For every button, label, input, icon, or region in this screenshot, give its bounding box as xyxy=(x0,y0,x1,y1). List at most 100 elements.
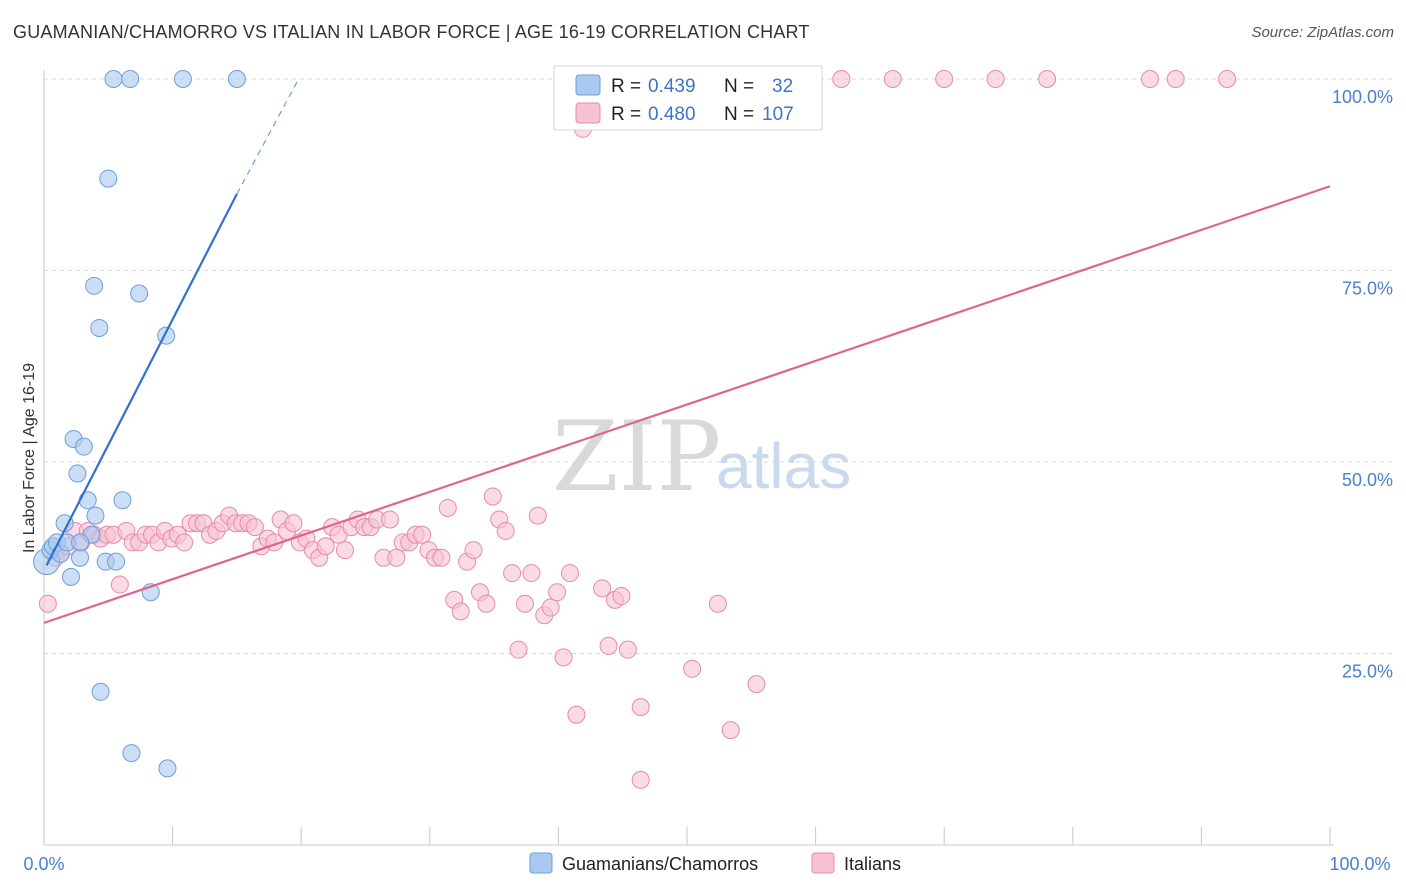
italian-point-75 xyxy=(522,564,541,583)
guamanian-point-9 xyxy=(68,464,87,483)
bottom-legend-label-blue: Guamanians/Chamorros xyxy=(562,854,758,874)
italian-point-106 xyxy=(1218,70,1237,88)
series-guamanians-points xyxy=(33,70,246,778)
legend-n-value-blue: 32 xyxy=(772,76,793,97)
x-axis-ticks xyxy=(43,827,1331,845)
bottom-legend-swatch-pink xyxy=(811,852,835,874)
trend-line-guamanians xyxy=(45,193,238,566)
guamanian-point-15 xyxy=(86,506,105,525)
guamanian-point-28 xyxy=(158,759,177,778)
guamanian-point-29 xyxy=(173,70,192,88)
legend-r-label-blue: R = xyxy=(611,76,641,97)
italian-point-71 xyxy=(496,521,515,540)
gridlines xyxy=(44,78,1392,654)
italian-point-11 xyxy=(110,575,129,594)
italian-point-62 xyxy=(438,498,457,517)
x-tick-label-min: 0.0% xyxy=(23,854,64,874)
series-legend: Guamanians/Chamorros Italians xyxy=(529,852,901,874)
guamanian-point-16 xyxy=(90,318,109,337)
italian-point-102 xyxy=(986,70,1005,88)
y-tick-label-1: 50.0% xyxy=(1342,470,1393,490)
italian-point-93 xyxy=(683,659,702,678)
chart-source: Source: ZipAtlas.com xyxy=(1251,24,1394,41)
italian-point-86 xyxy=(593,579,612,598)
guamanian-point-19 xyxy=(99,169,118,188)
axes xyxy=(43,70,1334,846)
italian-point-58 xyxy=(413,525,432,544)
guamanian-point-24 xyxy=(122,744,141,763)
italian-point-68 xyxy=(477,594,496,613)
italian-point-96 xyxy=(747,675,766,694)
x-tick-label-max: 100.0% xyxy=(1329,854,1390,874)
italian-point-53 xyxy=(380,510,399,529)
italian-point-80 xyxy=(554,648,573,667)
italian-point-72 xyxy=(503,564,522,583)
trend-line-italians xyxy=(43,185,1331,624)
italian-point-92 xyxy=(631,770,650,789)
y-tick-label-0: 25.0% xyxy=(1342,662,1393,682)
legend-swatch-pink xyxy=(575,102,601,124)
guamanian-point-20 xyxy=(104,70,123,88)
guamanian-point-31 xyxy=(71,533,90,552)
italian-point-43 xyxy=(316,537,335,556)
stats-legend: R = 0.439 N = 32 R = 0.480 N = 107 xyxy=(553,65,823,131)
italian-point-91 xyxy=(631,698,650,717)
italian-point-101 xyxy=(935,70,954,88)
legend-r-value-blue: 0.439 xyxy=(648,76,696,97)
guamanian-point-21 xyxy=(107,552,126,571)
italian-point-89 xyxy=(612,587,631,606)
guamanian-point-10 xyxy=(71,548,90,567)
chart-title: GUAMANIAN/CHAMORRO VS ITALIAN IN LABOR F… xyxy=(13,22,810,42)
italian-point-87 xyxy=(599,636,618,655)
italian-point-64 xyxy=(451,602,470,621)
italian-point-78 xyxy=(541,598,560,617)
y-tick-labels: 25.0% 50.0% 75.0% 100.0% xyxy=(1332,87,1393,682)
italian-point-103 xyxy=(1038,70,1057,88)
italian-point-73 xyxy=(509,640,528,659)
legend-n-label-pink: N = xyxy=(724,104,754,125)
legend-swatch-blue xyxy=(575,74,601,96)
y-axis-label: In Labor Force | Age 16-19 xyxy=(21,363,38,553)
italian-point-95 xyxy=(721,721,740,740)
italian-point-69 xyxy=(483,487,502,506)
legend-r-value-pink: 0.480 xyxy=(648,104,696,125)
italian-point-46 xyxy=(335,541,354,560)
italian-point-66 xyxy=(464,541,483,560)
italian-point-0 xyxy=(38,594,57,613)
italian-point-94 xyxy=(708,594,727,613)
watermark: ZIP atlas xyxy=(552,401,851,513)
y-tick-label-2: 75.0% xyxy=(1342,279,1393,299)
italian-point-61 xyxy=(432,548,451,567)
y-tick-label-3: 100.0% xyxy=(1332,87,1393,107)
italian-point-54 xyxy=(387,548,406,567)
italian-point-81 xyxy=(560,564,579,583)
italian-point-104 xyxy=(1166,70,1185,88)
watermark-atlas: atlas xyxy=(716,430,851,502)
italian-point-82 xyxy=(567,705,586,724)
italian-point-74 xyxy=(515,594,534,613)
italian-point-100 xyxy=(883,70,902,88)
italian-point-79 xyxy=(548,583,567,602)
legend-n-label-blue: N = xyxy=(724,76,754,97)
bottom-legend-swatch-blue xyxy=(529,852,553,874)
bottom-legend-label-pink: Italians xyxy=(844,854,901,874)
italian-point-32 xyxy=(245,518,264,537)
legend-r-label-pink: R = xyxy=(611,104,641,125)
trend-line-guamanians-extension xyxy=(236,78,300,195)
guamanian-point-22 xyxy=(113,491,132,510)
italian-point-99 xyxy=(832,70,851,88)
italian-point-76 xyxy=(528,506,547,525)
guamanian-point-7 xyxy=(62,567,81,586)
guamanian-point-17 xyxy=(91,682,110,701)
trend-lines xyxy=(43,78,1331,624)
legend-n-value-pink: 107 xyxy=(762,104,794,125)
italian-point-21 xyxy=(175,533,194,552)
guamanian-point-23 xyxy=(121,70,140,88)
guamanian-point-25 xyxy=(130,284,149,303)
italian-point-90 xyxy=(618,640,637,659)
watermark-zip: ZIP xyxy=(552,401,721,513)
italian-point-105 xyxy=(1140,70,1159,88)
guamanian-point-11 xyxy=(74,437,93,456)
italian-point-38 xyxy=(284,514,303,533)
